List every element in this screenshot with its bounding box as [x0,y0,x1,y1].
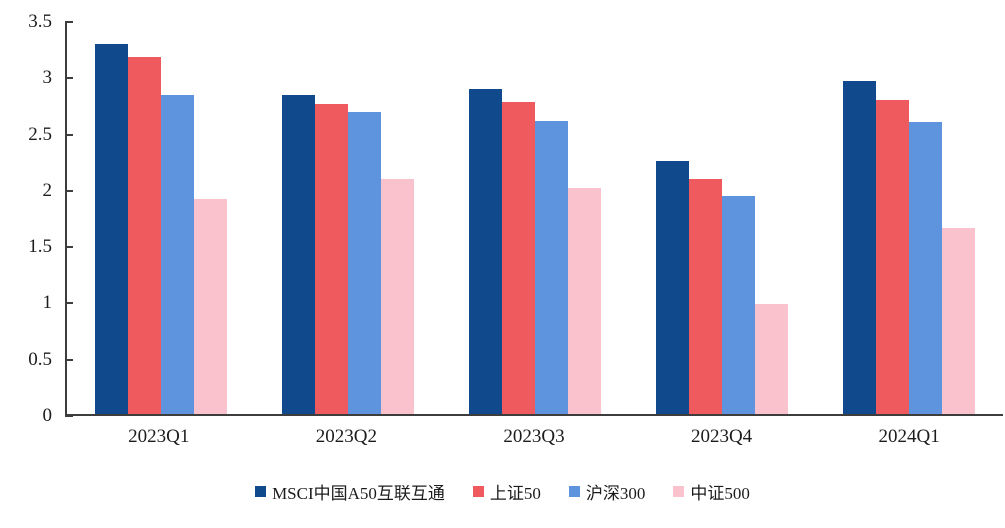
y-tick-label: 0.5 [28,348,52,370]
bar-series-0 [94,44,128,414]
legend-swatch [673,486,685,497]
legend-item: 上证50 [472,479,541,504]
bar-series-3 [942,228,976,414]
bar-series-2 [722,195,756,414]
legend-swatch [568,486,580,497]
x-axis-label: 2023Q2 [315,426,377,447]
y-tick-mark [65,21,73,23]
y-tick-mark [65,358,73,361]
legend-label: 沪深300 [585,484,646,503]
bar-series-1 [876,100,910,414]
bar-group [816,22,1003,414]
x-axis-label: 2023Q3 [503,426,565,447]
x-axis-labels: 2023Q1 2023Q2 2023Q3 2023Q4 2024Q1 [65,426,1003,448]
y-tick-label: 3.5 [28,11,52,32]
y-tick-mark [65,133,73,136]
bar-group [629,22,816,414]
bar-series-3 [568,187,601,414]
y-tick-mark [65,246,73,249]
bar-series-0 [469,89,502,414]
bar-series-3 [755,304,789,414]
legend-item: 沪深300 [568,479,646,504]
legend-label: 中证500 [690,484,750,503]
bar-groups [67,22,1003,414]
legend-item: 中证500 [673,479,750,504]
bar-series-3 [193,198,227,414]
x-axis-label: 2023Q4 [690,426,753,447]
y-tick-mark [65,415,73,417]
y-tick-label: 1 [42,292,53,314]
x-axis-label: 2024Q1 [878,426,940,447]
bar-group [441,22,628,414]
bar-series-1 [502,101,535,414]
bar-series-0 [843,81,877,414]
legend: MSCI中国A50互联互通 上证50 沪深300 中证500 [0,479,1005,504]
bar-series-3 [380,178,414,414]
legend-item: MSCI中国A50互联互通 [255,479,445,504]
bar-series-1 [314,103,348,414]
legend-label: MSCI中国A50互联互通 [272,484,445,503]
bar-group [67,22,254,414]
bar-series-0 [656,160,690,414]
y-tick-label: 2.5 [28,123,52,145]
bar-group [254,22,441,414]
bar-series-2 [909,121,943,414]
bar-series-1 [127,56,161,414]
bar-series-2 [347,111,381,414]
legend-label: 上证50 [489,484,541,503]
x-axis-label: 2023Q1 [128,426,190,447]
bar-series-2 [535,120,568,414]
y-tick-mark [65,77,73,80]
bar-series-2 [160,94,194,414]
bar-series-0 [281,94,315,414]
y-tick-mark [65,189,73,192]
plot-area [65,22,1003,416]
y-tick-label: 3 [42,67,53,89]
y-tick-label: 1.5 [28,236,52,258]
bar-series-1 [689,178,723,414]
y-tick-mark [65,302,73,305]
y-tick-label: 0 [42,405,53,426]
legend-swatch [472,486,484,497]
legend-swatch [255,486,267,497]
y-tick-label: 2 [42,179,53,201]
